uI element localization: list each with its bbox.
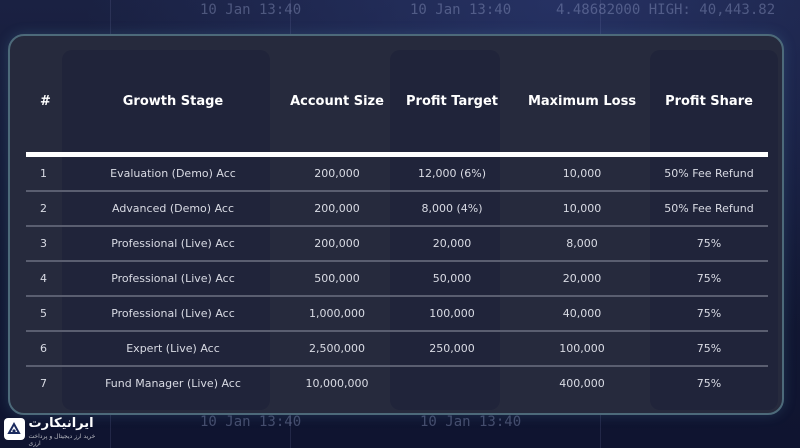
cell-profit-target: 8,000 (4%) (390, 191, 514, 227)
cell-account-size: 1,000,000 (284, 296, 390, 332)
background-chart-text: 4.48682000 HIGH: 40,443.82 (556, 2, 776, 18)
header-maximum-loss: Maximum Loss (527, 93, 637, 109)
cell-number: 1 (26, 154, 62, 192)
cell-profit-share: 75% (650, 226, 768, 262)
table-row: 4 Professional (Live) Acc 500,000 50,000 20,… (26, 261, 768, 297)
growth-plan-table: # Growth Stage Account Size Profit Targe… (26, 50, 768, 400)
cell-profit-target (390, 366, 514, 400)
cell-profit-target: 50,000 (390, 261, 514, 297)
table-row: 3 Professional (Live) Acc 200,000 20,000 8,0… (26, 226, 768, 262)
cell-profit-target: 20,000 (390, 226, 514, 262)
cell-maximum-loss: 100,000 (514, 331, 650, 367)
cell-growth-stage: Fund Manager (Live) Acc (105, 377, 241, 390)
cell-account-size: 500,000 (284, 261, 390, 297)
cell-profit-share: 75% (650, 331, 768, 367)
growth-plan-card: # Growth Stage Account Size Profit Targe… (8, 34, 784, 415)
cell-maximum-loss: 10,000 (514, 154, 650, 192)
cell-account-size: 200,000 (284, 191, 390, 227)
cell-profit-share: 50% Fee Refund (650, 154, 768, 192)
watermark-subtitle: خرید ارز دیجیتال و پرداخت ارزی (28, 432, 96, 447)
header-number: # (40, 93, 51, 109)
background-chart-text: 10 Jan 13:40 (200, 414, 302, 430)
watermark-title: ایرانیکارت (28, 415, 94, 431)
table-row: 6 Expert (Live) Acc 2,500,000 250,000 100,00… (26, 331, 768, 367)
cell-growth-stage: Professional (Live) Acc (62, 261, 284, 297)
header-account-size: Account Size (290, 93, 384, 109)
cell-growth-stage: Advanced (Demo) Acc (62, 191, 284, 227)
cell-number: 4 (26, 261, 62, 297)
cell-maximum-loss: 40,000 (514, 296, 650, 332)
table-row: 1 Evaluation (Demo) Acc 200,000 12,000 (6%)… (26, 154, 768, 192)
header-profit-share: Profit Share (665, 93, 753, 109)
cell-growth-stage: Expert (Live) Acc (62, 331, 284, 367)
table-row: 2 Advanced (Demo) Acc 200,000 8,000 (4%) 10,… (26, 191, 768, 227)
background-chart-text: 10 Jan 13:40 (410, 2, 512, 18)
cell-number: 5 (26, 296, 62, 332)
background-chart-text: 10 Jan 13:40 (420, 414, 522, 430)
cell-account-size: 200,000 (284, 226, 390, 262)
cell-profit-share: 50% Fee Refund (650, 191, 768, 227)
cell-number: 3 (26, 226, 62, 262)
cell-profit-target: 250,000 (390, 331, 514, 367)
cell-account-size: 2,500,000 (284, 331, 390, 367)
cell-account-size: 200,000 (284, 154, 390, 192)
cell-growth-stage: Professional (Live) Acc (62, 226, 284, 262)
cell-profit-share: 75% (650, 261, 768, 297)
cell-profit-share: 75% (696, 377, 722, 390)
cell-profit-target: 12,000 (6%) (390, 154, 514, 192)
cell-number: 6 (26, 331, 62, 367)
header-growth-stage: Growth Stage (122, 93, 224, 109)
cell-growth-stage: Professional (Live) Acc (62, 296, 284, 332)
cell-number: 7 (40, 377, 47, 390)
cell-number: 2 (26, 191, 62, 227)
cell-maximum-loss: 8,000 (514, 226, 650, 262)
watermark-logo: ایرانیکارت خرید ارز دیجیتال و پرداخت ارز… (4, 414, 104, 447)
cell-account-size: 10,000,000 (305, 377, 369, 390)
header-profit-target: Profit Target (406, 93, 498, 109)
background-chart-text: 10 Jan 13:40 (200, 2, 302, 18)
cell-profit-target: 100,000 (390, 296, 514, 332)
table-row: 7 Fund Manager (Live) Acc 10,000,000 400,00… (26, 366, 768, 400)
iranicard-logo-icon (4, 418, 25, 440)
cell-profit-share: 75% (650, 296, 768, 332)
cell-maximum-loss: 20,000 (514, 261, 650, 297)
cell-maximum-loss: 10,000 (514, 191, 650, 227)
table-header-row: # Growth Stage Account Size Profit Targe… (26, 50, 768, 155)
table-row: 5 Professional (Live) Acc 1,000,000 100,000… (26, 296, 768, 332)
cell-maximum-loss: 400,000 (559, 377, 605, 390)
cell-growth-stage: Evaluation (Demo) Acc (62, 154, 284, 192)
